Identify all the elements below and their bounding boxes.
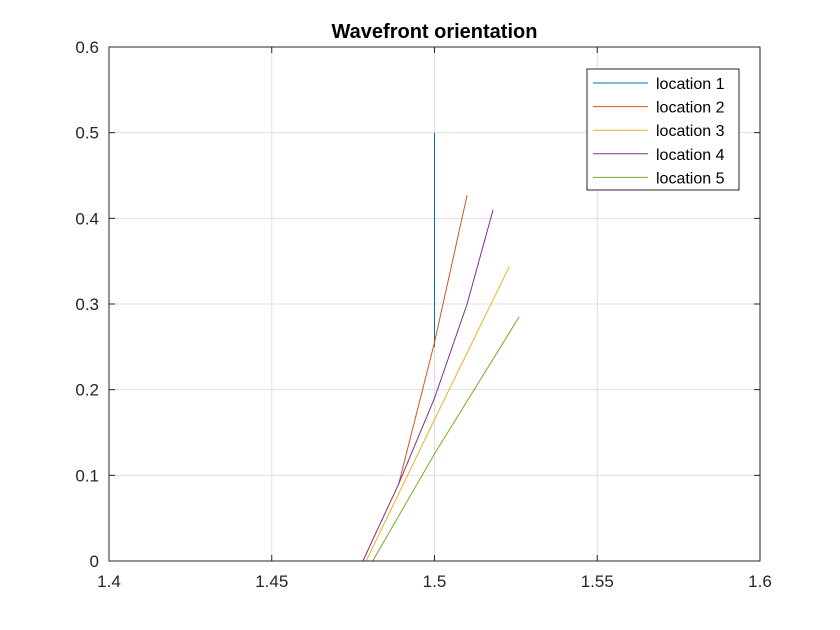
y-tick-label: 0.4 <box>75 209 99 228</box>
series-line-4 <box>362 209 494 562</box>
x-tick-label: 1.6 <box>748 572 772 591</box>
y-tick-label: 0 <box>90 552 99 571</box>
ticks <box>108 46 761 562</box>
legend-label-1: location 1 <box>656 76 725 93</box>
y-tick-label: 0.2 <box>75 381 99 400</box>
y-tick-labels: 0 0.1 0.2 0.3 0.4 0.5 0.6 <box>75 38 99 571</box>
series-line-3 <box>365 266 510 562</box>
x-tick-label: 1.55 <box>581 572 614 591</box>
legend: location 1 location 2 location 3 location 4… <box>586 68 740 191</box>
series-group <box>362 132 520 562</box>
series-line-5 <box>372 316 520 562</box>
legend-label-2: location 2 <box>656 100 725 117</box>
x-tick-label: 1.5 <box>423 572 447 591</box>
legend-box <box>586 68 740 191</box>
legend-label-4: location 4 <box>656 147 725 164</box>
legend-label-3: location 3 <box>656 123 725 140</box>
y-tick-label: 0.1 <box>75 466 99 485</box>
y-tick-label: 0.5 <box>75 124 99 143</box>
chart-title: Wavefront orientation <box>332 21 538 43</box>
x-tick-labels: 1.4 1.45 1.5 1.55 1.6 <box>97 572 772 591</box>
legend-label-5: location 5 <box>656 170 725 187</box>
series-line-2 <box>398 195 468 485</box>
y-tick-label: 0.3 <box>75 295 99 314</box>
y-tick-label: 0.6 <box>75 38 99 57</box>
x-tick-label: 1.45 <box>255 572 288 591</box>
x-tick-label: 1.4 <box>97 572 121 591</box>
